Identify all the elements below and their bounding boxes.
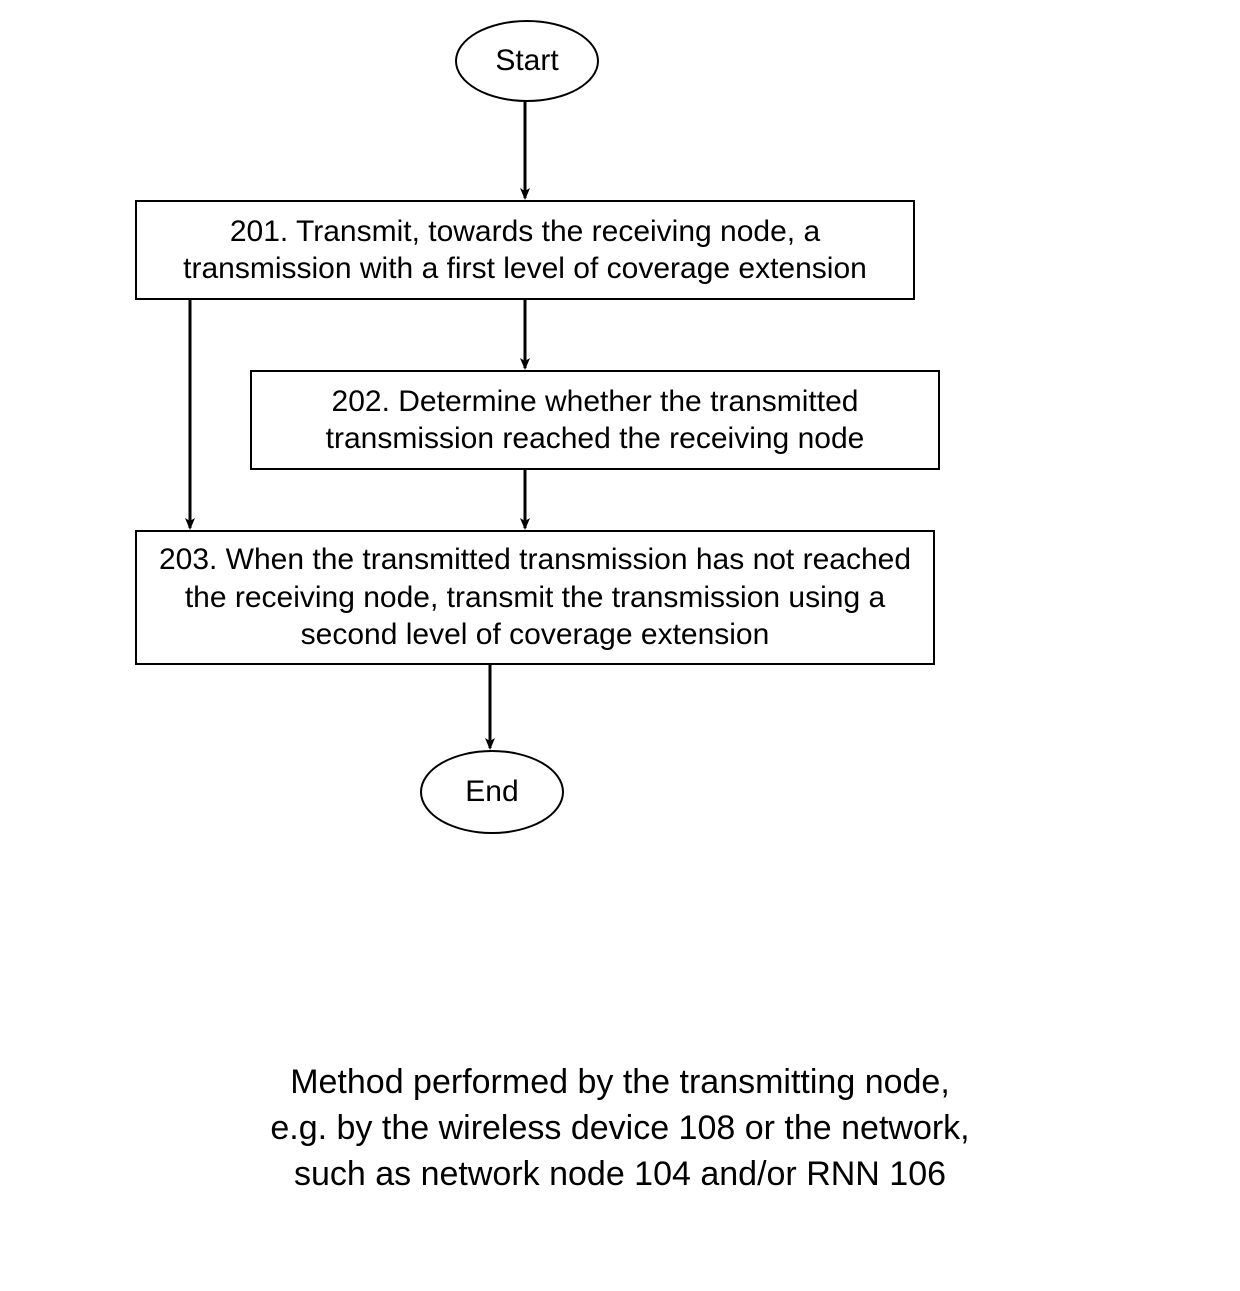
caption-line-2: e.g. by the wireless device 108 or the n… <box>100 1106 1140 1152</box>
node-end: End <box>420 750 564 834</box>
node-201: 201. Transmit, towards the receiving nod… <box>135 200 915 300</box>
figure-caption: Method performed by the transmitting nod… <box>100 1060 1140 1198</box>
node-start: Start <box>455 20 599 102</box>
node-start-label: Start <box>495 42 558 80</box>
node-202-label: 202. Determine whether the transmitted t… <box>268 383 922 458</box>
node-203: 203. When the transmitted transmission h… <box>135 530 935 665</box>
node-201-label: 201. Transmit, towards the receiving nod… <box>153 213 897 288</box>
node-end-label: End <box>465 773 518 811</box>
flowchart-canvas: Start 201. Transmit, towards the receivi… <box>0 0 1240 1291</box>
caption-line-3: such as network node 104 and/or RNN 106 <box>100 1152 1140 1198</box>
node-203-label: 203. When the transmitted transmission h… <box>153 541 917 654</box>
caption-line-1: Method performed by the transmitting nod… <box>100 1060 1140 1106</box>
node-202: 202. Determine whether the transmitted t… <box>250 370 940 470</box>
